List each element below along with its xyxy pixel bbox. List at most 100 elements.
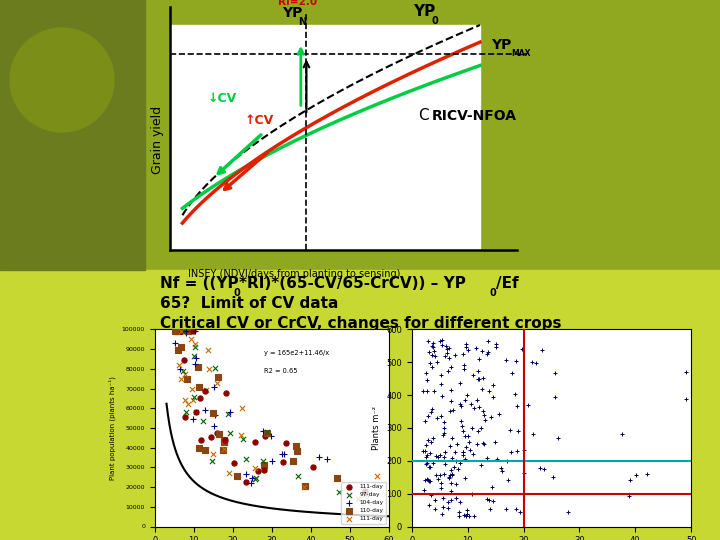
Point	[197, 416, 209, 425]
Point	[436, 392, 448, 400]
Point	[454, 512, 465, 521]
Point	[465, 400, 477, 408]
Point	[480, 416, 491, 424]
Point	[456, 422, 468, 430]
Point	[464, 446, 476, 455]
Point	[277, 458, 289, 467]
Point	[418, 486, 430, 495]
Point	[431, 357, 443, 366]
Point	[441, 349, 453, 357]
Point	[459, 454, 471, 463]
Point	[434, 471, 446, 480]
Point	[477, 384, 488, 393]
Point	[471, 344, 482, 353]
Point	[322, 455, 333, 463]
Text: Wheat: Wheat	[490, 509, 554, 527]
Point	[178, 327, 189, 336]
Point	[194, 383, 205, 391]
Point	[423, 501, 435, 509]
Point	[176, 327, 187, 336]
Text: 0: 0	[490, 288, 497, 298]
Point	[426, 350, 438, 359]
Point	[479, 411, 490, 420]
Point	[423, 436, 434, 445]
Point	[443, 354, 454, 362]
Point	[481, 453, 492, 462]
Point	[506, 368, 518, 377]
Point	[195, 436, 207, 444]
Point	[449, 448, 461, 457]
Point	[428, 347, 440, 355]
Point	[288, 456, 300, 465]
Point	[459, 431, 470, 440]
Point	[454, 459, 466, 468]
Point	[467, 449, 478, 458]
Point	[477, 347, 488, 355]
Point	[467, 490, 478, 498]
Point	[482, 347, 493, 356]
Point	[175, 327, 186, 336]
Point	[474, 374, 485, 383]
Point	[457, 448, 469, 456]
Point	[439, 460, 451, 468]
Point	[250, 474, 261, 482]
Point	[444, 470, 456, 479]
Point	[173, 327, 184, 336]
Point	[482, 495, 493, 504]
Point	[511, 446, 523, 455]
Point	[207, 450, 219, 458]
Point	[472, 367, 484, 375]
Point	[189, 343, 200, 352]
Point	[217, 446, 229, 454]
Point	[526, 357, 538, 366]
Point	[430, 470, 441, 479]
Point	[420, 453, 431, 462]
Point	[420, 460, 432, 468]
Point	[441, 345, 453, 353]
Point	[172, 327, 184, 336]
Point	[473, 403, 485, 411]
Point	[177, 327, 189, 336]
Point	[209, 411, 220, 420]
Point	[504, 425, 516, 434]
Point	[258, 431, 270, 440]
Point	[437, 430, 449, 439]
Point	[265, 431, 276, 440]
Point	[451, 494, 462, 502]
Point	[458, 511, 469, 519]
Point	[189, 359, 201, 368]
Point	[190, 407, 202, 416]
Point	[170, 327, 181, 336]
Point	[424, 477, 436, 486]
Point	[477, 374, 489, 383]
Point	[436, 509, 448, 518]
Point	[482, 337, 494, 346]
Point	[353, 495, 364, 504]
Point	[169, 327, 181, 336]
Point	[422, 386, 433, 395]
Text: 0: 0	[233, 288, 240, 298]
Point	[427, 404, 438, 413]
Point	[514, 508, 526, 516]
Point	[472, 396, 483, 404]
Point	[179, 370, 191, 379]
Point	[219, 435, 230, 444]
Point	[249, 474, 261, 483]
Point	[171, 327, 182, 336]
Point	[423, 462, 435, 471]
Point	[360, 490, 372, 498]
Point	[462, 432, 474, 441]
Point	[187, 415, 199, 423]
Point	[641, 469, 652, 478]
Point	[438, 417, 450, 426]
Point	[446, 386, 457, 394]
Point	[261, 429, 272, 438]
Point	[448, 463, 459, 471]
Point	[458, 360, 469, 369]
Point	[562, 508, 574, 516]
Text: YP: YP	[492, 38, 512, 52]
Point	[445, 496, 456, 505]
Point	[445, 362, 456, 371]
Text: *RI)*(65-CV/65-CrCV)) – YP: *RI)*(65-CV/65-CrCV)) – YP	[239, 276, 466, 291]
Point	[199, 406, 210, 415]
